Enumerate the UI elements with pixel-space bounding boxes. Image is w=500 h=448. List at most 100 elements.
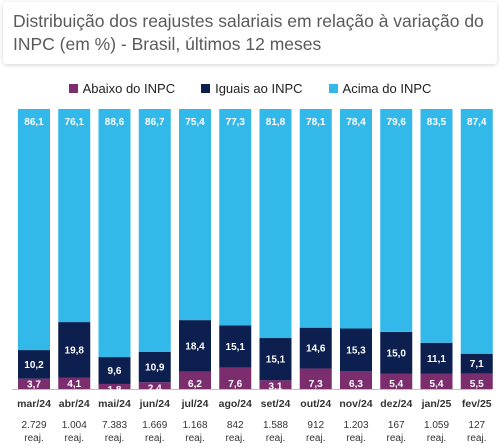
count-unit-label: reaj. — [145, 433, 164, 444]
bar-segment-abaixo — [420, 373, 453, 389]
bar-segment-acima — [179, 109, 211, 321]
x-tick-label: jan/25 — [421, 398, 452, 410]
count-label: 1.004 — [62, 420, 87, 431]
bar-segment-iguais — [219, 325, 252, 368]
bar-stack: 7,6 15,1 77,3 — [219, 109, 252, 390]
value-label-abaixo: 6,2 — [188, 379, 202, 390]
count-label: 912 — [307, 420, 324, 431]
bar-stack: 5,5 7,1 87,4 — [460, 109, 493, 390]
bar-segment-acima — [219, 109, 252, 326]
count-unit-label: reaj. — [226, 433, 245, 444]
value-label-iguais: 15,3 — [346, 345, 366, 356]
bar-stack: 5,4 15,0 79,6 — [380, 109, 413, 390]
value-label-acima: 88,6 — [105, 117, 125, 128]
bar-stack: 6,3 15,3 78,4 — [340, 109, 372, 390]
x-tick-label: jul/24 — [181, 398, 209, 410]
value-label-abaixo: 1,8 — [108, 385, 122, 396]
value-label-iguais: 10,2 — [24, 360, 44, 371]
count-label: 1.059 — [424, 420, 449, 431]
count-label: 2.729 — [21, 420, 46, 431]
legend-label-abaixo: Abaixo do INPC — [82, 80, 176, 96]
count-label: 127 — [468, 420, 485, 431]
bar-segment-iguais — [58, 322, 91, 378]
value-label-acima: 76,1 — [65, 117, 85, 128]
value-label-abaixo: 3,7 — [27, 380, 41, 391]
value-label-iguais: 19,8 — [65, 345, 85, 356]
x-tick-label: abr/24 — [59, 398, 90, 410]
value-label-abaixo: 5,4 — [389, 379, 403, 390]
value-label-iguais: 15,1 — [226, 342, 246, 353]
x-tick-label: fev/25 — [462, 398, 492, 410]
bar-segment-abaixo — [138, 382, 171, 389]
bar-segment-abaixo — [219, 367, 252, 389]
bar-segment-iguais — [98, 357, 131, 384]
x-tick-label: ago/24 — [219, 398, 252, 410]
bar-segment-abaixo — [340, 371, 372, 389]
value-label-iguais: 7,1 — [470, 359, 484, 370]
bar-segment-iguais — [138, 351, 171, 383]
bar-segment-iguais — [299, 327, 332, 369]
legend-swatch-abaixo — [68, 83, 78, 93]
bar-segment-iguais — [340, 328, 372, 372]
bar-segment-acima — [380, 109, 413, 332]
legend-swatch-iguais — [201, 83, 211, 93]
count-unit-label: reaj. — [185, 433, 204, 444]
legend-item-iguais: Iguais ao INPC — [201, 78, 303, 98]
legend-label-iguais: Iguais ao INPC — [215, 80, 303, 96]
value-label-iguais: 15,0 — [387, 348, 407, 359]
legend: Abaixo do INPC Iguais ao INPC Acima do I… — [0, 78, 500, 98]
legend-item-abaixo: Abaixo do INPC — [68, 78, 176, 98]
legend-swatch-acima — [328, 83, 338, 93]
value-label-acima: 79,6 — [387, 117, 407, 128]
bar-segment-abaixo — [460, 373, 493, 389]
bar-stack: 4,1 19,8 76,1 — [58, 109, 91, 390]
bar-segment-iguais — [420, 342, 453, 374]
bar-segment-iguais — [179, 320, 211, 372]
count-unit-label: reaj. — [24, 433, 43, 444]
bar-stack: 6,2 18,4 75,4 — [179, 109, 211, 390]
chart-title: Distribuição dos reajustes salariais em … — [13, 11, 484, 54]
value-label-acima: 86,1 — [24, 117, 44, 128]
value-label-abaixo: 3,1 — [269, 381, 283, 392]
value-label-abaixo: 6,3 — [349, 379, 363, 390]
value-label-iguais: 18,4 — [185, 341, 205, 352]
value-label-abaixo: 7,6 — [228, 379, 242, 390]
value-label-abaixo: 5,4 — [430, 379, 444, 390]
bar-segment-abaixo — [179, 371, 211, 389]
x-tick-label: jun/24 — [139, 398, 171, 410]
bar-segment-abaixo — [58, 377, 91, 389]
count-unit-label: reaj. — [467, 433, 486, 444]
count-unit-label: reaj. — [306, 433, 325, 444]
value-label-iguais: 9,6 — [108, 366, 122, 377]
count-unit-label: reaj. — [65, 433, 84, 444]
x-tick-label: mai/24 — [98, 398, 131, 410]
bar-segment-acima — [98, 109, 131, 358]
value-label-iguais: 11,1 — [427, 354, 446, 365]
bar-segment-iguais — [460, 353, 493, 374]
x-tick-label: mar/24 — [17, 398, 51, 410]
x-tick-label: nov/24 — [339, 398, 372, 410]
value-label-abaixo: 4,1 — [67, 379, 81, 390]
bar-segment-acima — [18, 109, 50, 351]
x-tick-label: dez/24 — [380, 398, 412, 410]
count-label: 1.588 — [263, 420, 288, 431]
value-label-abaixo: 5,5 — [470, 379, 484, 390]
value-label-acima: 78,1 — [306, 117, 326, 128]
value-label-acima: 77,3 — [226, 117, 246, 128]
count-unit-label: reaj. — [105, 433, 124, 444]
value-label-iguais: 15,1 — [266, 355, 286, 366]
count-unit-label: reaj. — [427, 433, 446, 444]
bar-segment-iguais — [18, 350, 50, 379]
count-unit-label: reaj. — [387, 433, 406, 444]
bar-segment-iguais — [380, 331, 413, 374]
bar-segment-acima — [299, 109, 332, 328]
bar-segment-acima — [58, 109, 91, 323]
bar-stack: 7,3 14,6 78,1 — [299, 109, 332, 390]
bar-segment-acima — [138, 109, 171, 352]
legend-label-acima: Acima do INPC — [342, 80, 432, 96]
count-label: 1.669 — [142, 420, 167, 431]
bar-segment-abaixo — [98, 383, 131, 389]
value-label-abaixo: 7,3 — [309, 379, 323, 390]
value-label-acima: 81,8 — [266, 117, 286, 128]
